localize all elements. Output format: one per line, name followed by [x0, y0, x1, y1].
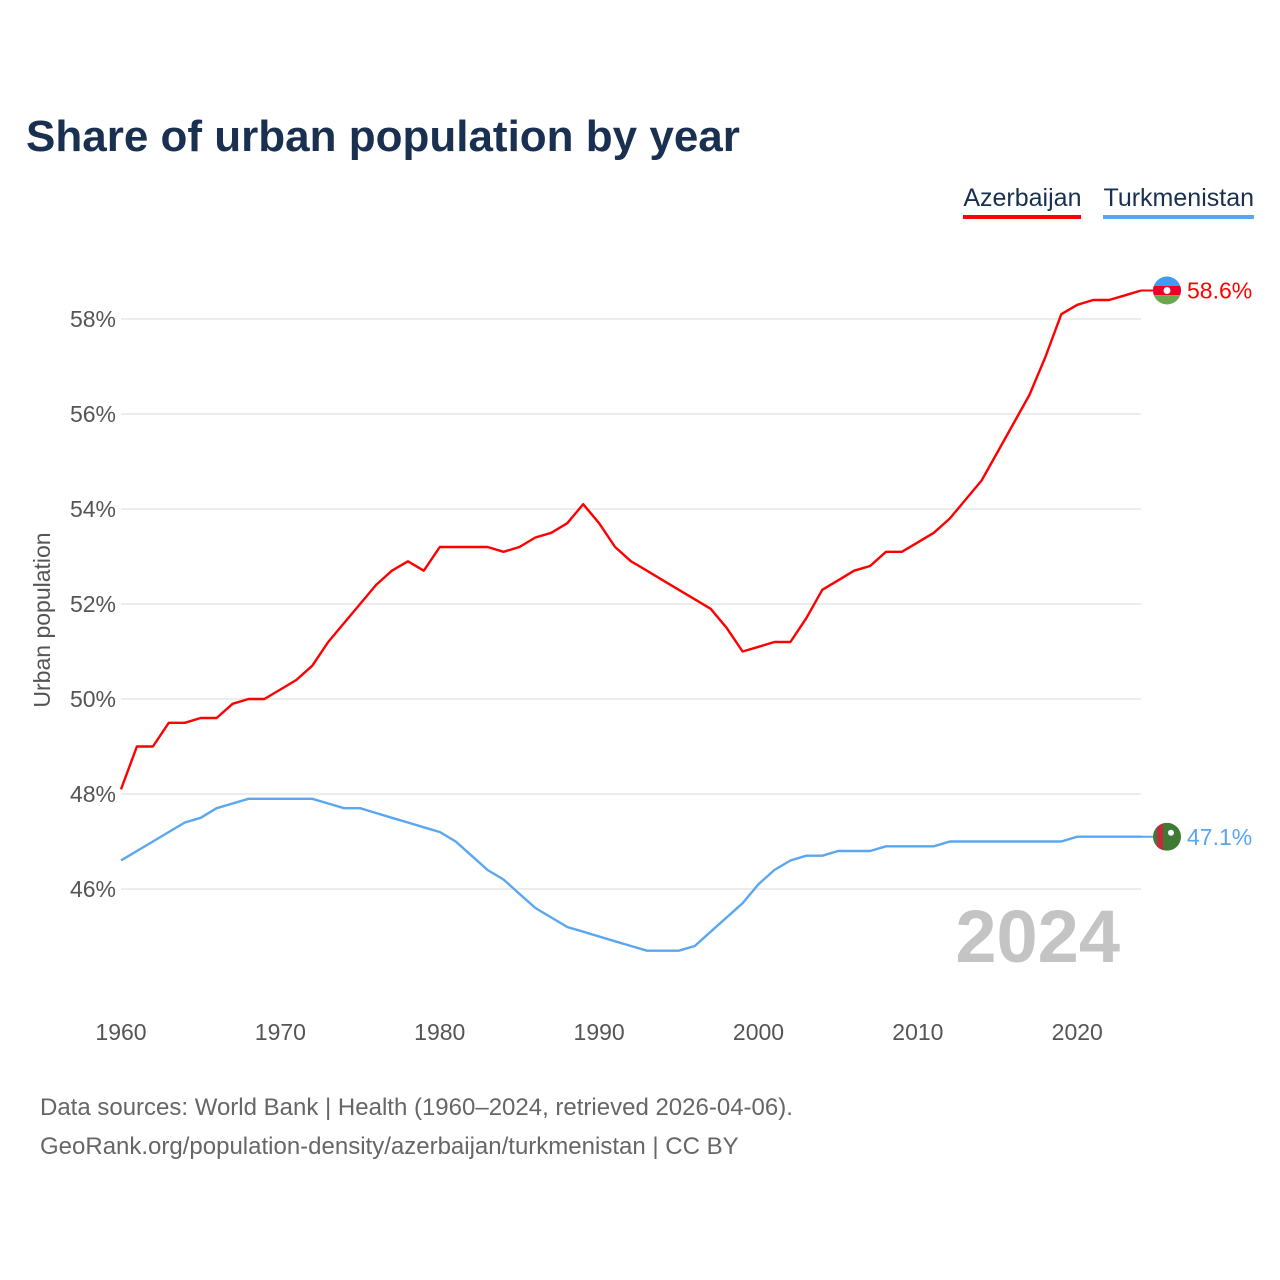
x-tick-label: 1990 — [574, 1019, 625, 1045]
y-axis-label: Urban population — [29, 532, 55, 707]
x-tick-label: 2010 — [892, 1019, 943, 1045]
flag-body — [1153, 276, 1181, 305]
data-source: Data sources: World Bank | Health (1960–… — [40, 1094, 793, 1121]
legend: Azerbaijan Turkmenistan — [963, 184, 1254, 219]
footer: Data sources: World Bank | Health (1960–… — [40, 1088, 793, 1166]
flag-crescent — [1168, 829, 1174, 836]
end-value-label: 58.6% — [1187, 278, 1252, 304]
series-line-turkmenistan — [120, 797, 1141, 952]
x-tick-label: 2000 — [733, 1019, 784, 1045]
year-watermark: 2024 — [955, 895, 1120, 978]
flag-stripe — [1157, 822, 1163, 851]
y-tick-label: 50% — [70, 686, 116, 712]
flag-stripe — [1153, 295, 1181, 305]
legend-azerbaijan[interactable]: Azerbaijan — [963, 184, 1082, 219]
chart-title: Share of urban population by year — [26, 112, 740, 161]
y-tick-label: 48% — [70, 781, 116, 807]
y-tick-label: 52% — [70, 591, 116, 617]
x-tick-label: 1960 — [95, 1019, 146, 1045]
y-tick-label: 58% — [70, 306, 116, 332]
azerbaijan-flag-icon — [1153, 276, 1181, 305]
end-value-label: 47.1% — [1187, 824, 1252, 850]
flag-crescent — [1163, 287, 1171, 294]
flag-stripe — [1153, 276, 1181, 286]
y-tick-label: 54% — [70, 496, 116, 522]
source-link[interactable]: GeoRank.org/population-density/azerbaija… — [40, 1133, 739, 1160]
turkmenistan-flag-icon — [1153, 822, 1181, 851]
legend-turkmenistan[interactable]: Turkmenistan — [1103, 184, 1254, 219]
y-tick-label: 46% — [70, 876, 116, 902]
x-tick-label: 1980 — [414, 1019, 465, 1045]
y-tick-label: 56% — [70, 401, 116, 427]
series-line-azerbaijan — [119, 289, 1142, 790]
x-tick-label: 2020 — [1052, 1019, 1103, 1045]
x-tick-label: 1970 — [255, 1019, 306, 1045]
flag-body — [1153, 822, 1181, 851]
